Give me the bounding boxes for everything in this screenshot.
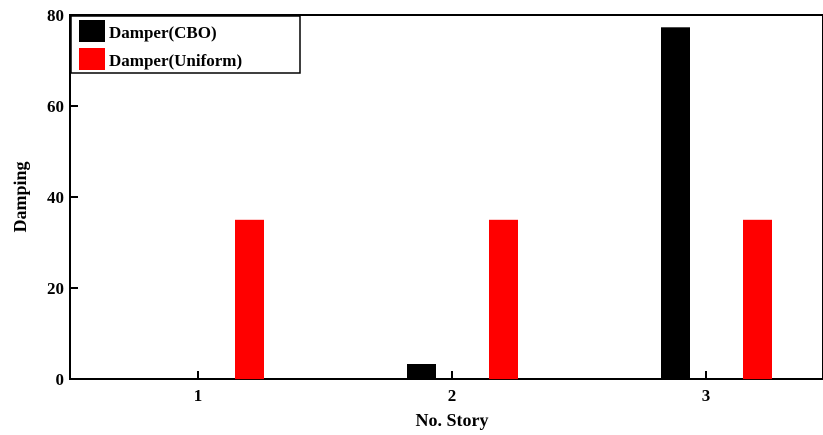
x-tick-label: 3 (702, 386, 711, 405)
bar-uniform-story-1 (235, 219, 264, 380)
legend-label-cbo: Damper(CBO) (109, 23, 217, 42)
y-ticks-group: 0 20 40 60 80 (47, 6, 78, 389)
x-ticks-group: 1 2 3 (194, 371, 711, 405)
y-axis-label: Damping (10, 161, 30, 232)
x-tick-label: 1 (194, 386, 203, 405)
bars-group (235, 27, 772, 380)
bar-cbo-story-3 (661, 27, 690, 380)
x-axis-label: No. Story (416, 410, 489, 430)
y-tick-label: 40 (47, 188, 64, 207)
x-tick-label: 2 (448, 386, 457, 405)
bar-cbo-story-2 (407, 364, 436, 379)
legend-swatch-uniform (79, 48, 105, 70)
plot-area (69, 14, 823, 380)
y-tick-label: 80 (47, 6, 64, 25)
bar-uniform-story-3 (743, 219, 772, 380)
y-tick-label: 20 (47, 279, 64, 298)
legend-swatch-cbo (79, 20, 105, 42)
bar-uniform-story-2 (489, 219, 518, 380)
legend: Damper(CBO) Damper(Uniform) (70, 15, 301, 74)
y-tick-label: 0 (56, 370, 65, 389)
y-tick-label: 60 (47, 97, 64, 116)
legend-label-uniform: Damper(Uniform) (109, 51, 242, 70)
legend-box (70, 15, 301, 74)
